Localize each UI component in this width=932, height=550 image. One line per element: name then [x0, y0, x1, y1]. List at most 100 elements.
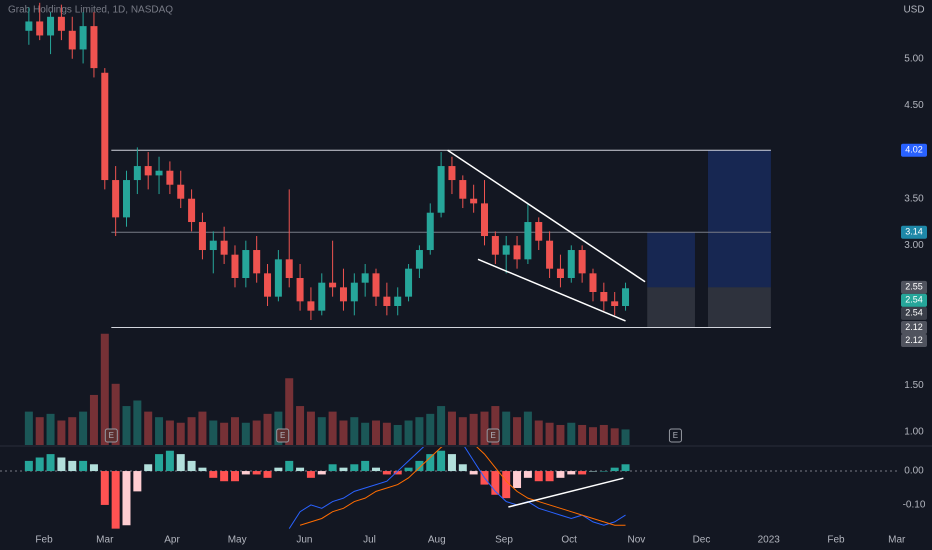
candle-body [405, 268, 413, 297]
candle-body [25, 21, 33, 31]
volume-bar [447, 411, 456, 445]
histogram-bar [122, 471, 131, 526]
candle-body [470, 198, 478, 204]
volume-bar [57, 420, 66, 445]
event-label: E [280, 431, 285, 440]
price-label-box [901, 306, 927, 320]
event-label: E [673, 431, 678, 440]
histogram-bar [534, 471, 543, 482]
candle-body [350, 282, 358, 302]
histogram-bar [144, 464, 153, 472]
volume-bar [469, 413, 478, 445]
volume-bar [339, 420, 348, 445]
histogram-bar [469, 471, 478, 475]
volume-bar [393, 424, 402, 445]
volume-bar [111, 383, 120, 445]
volume-bar [382, 422, 391, 445]
price-label-box [901, 293, 927, 307]
candle-body [372, 273, 380, 297]
volume-bar [458, 417, 467, 445]
candle-body [36, 21, 44, 36]
volume-bar [480, 411, 489, 445]
histogram-bar [24, 460, 33, 472]
x-tick-label: Sep [495, 535, 513, 546]
candle-body [285, 259, 293, 279]
volume-bar [556, 424, 565, 445]
candle-body [448, 166, 456, 181]
candle-body [622, 288, 630, 306]
price-label: 2.54 [905, 308, 923, 318]
volume-bar [599, 424, 608, 445]
histogram-bar [263, 471, 272, 478]
candle-body [122, 180, 130, 218]
candle-body [47, 16, 55, 36]
price-label: 2.54 [905, 295, 923, 305]
volume-bar [567, 422, 576, 445]
y-tick-label: 1.50 [904, 380, 924, 391]
x-tick-label: Feb [35, 535, 53, 546]
histogram-bar [165, 450, 174, 472]
candle-body [231, 254, 239, 279]
candle-body [459, 180, 467, 199]
volume-bar [610, 428, 619, 445]
histogram-bar [100, 471, 109, 505]
histogram-bar [545, 471, 554, 482]
position-loss [707, 287, 771, 328]
volume-bar [68, 417, 77, 445]
x-tick-label: Aug [428, 535, 446, 546]
trendline [447, 149, 646, 283]
histogram-bar [79, 460, 88, 472]
volume-bar [588, 427, 597, 445]
histogram-bar [57, 457, 66, 472]
histogram-bar [187, 460, 196, 472]
volume-bar [317, 417, 326, 445]
histogram-bar [578, 471, 587, 475]
volume-bar [513, 417, 522, 445]
trendline [477, 258, 626, 322]
volume-bar [133, 400, 142, 445]
candle-body [589, 273, 597, 293]
histogram-bar [133, 471, 142, 492]
volume-bar [230, 417, 239, 445]
candle-body [177, 184, 185, 199]
histogram-bar [198, 467, 207, 472]
y-tick-label: 3.50 [904, 193, 924, 204]
candle-body [253, 250, 261, 274]
volume-bar [155, 417, 164, 445]
candle-body [90, 26, 98, 69]
volume-bar [296, 406, 305, 445]
candle-body [307, 301, 315, 311]
volume-bar [79, 411, 88, 445]
x-tick-label: Nov [627, 535, 645, 546]
histogram-bar [599, 471, 608, 472]
y-tick-label: 3.00 [904, 240, 924, 251]
volume-bar [350, 417, 359, 445]
volume-bar [523, 411, 532, 445]
candle-body [535, 222, 543, 241]
macd-pane [0, 447, 900, 529]
histogram-bar [35, 457, 44, 472]
candle-body [57, 16, 65, 31]
candle-body [155, 170, 163, 176]
candle-body [611, 301, 619, 306]
x-tick-label: Apr [164, 535, 180, 546]
volume-bar [306, 411, 315, 445]
candle-body [318, 282, 326, 311]
volume-bar [89, 394, 98, 445]
signal-line [299, 447, 626, 526]
candle-body [524, 222, 532, 260]
event-marker [104, 428, 118, 443]
volume-bar [285, 378, 294, 445]
volume-bar [545, 422, 554, 445]
volume-bar [361, 422, 370, 445]
volume-bar [209, 420, 218, 445]
volume-bar [46, 413, 55, 445]
candle-body [567, 250, 575, 279]
candle-body [556, 268, 564, 279]
event-label: E [109, 431, 114, 440]
histogram-bar [458, 464, 467, 472]
volume-bar [241, 422, 250, 445]
histogram-bar [372, 467, 381, 472]
event-marker [486, 428, 500, 443]
